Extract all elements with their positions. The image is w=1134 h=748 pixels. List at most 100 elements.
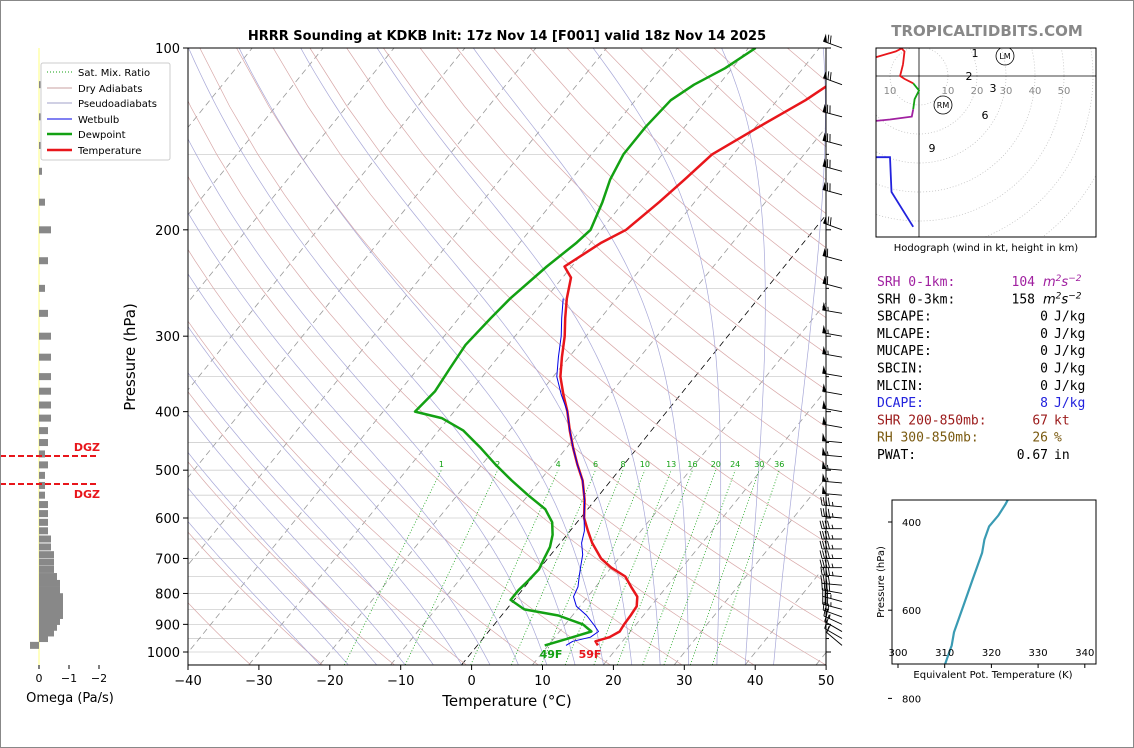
dry-adiabat <box>419 48 826 428</box>
moist-adiabat <box>188 487 349 665</box>
mixing-ratio-line <box>642 470 717 665</box>
wind-barb <box>820 566 843 577</box>
barb-half <box>831 501 834 507</box>
stat-label: MUCAPE: <box>877 344 932 359</box>
omega-bar <box>39 387 51 395</box>
barb-staff <box>823 615 843 625</box>
stat-unit: m2s−2 <box>1043 274 1082 290</box>
wind-barb <box>822 383 843 396</box>
hodo-rm-label: RM <box>937 101 950 110</box>
dry-adiabat <box>188 602 251 665</box>
wind-barb <box>823 33 843 49</box>
y-tick-label: 300 <box>155 330 180 345</box>
omega-bar <box>39 427 48 435</box>
barb-full <box>824 540 828 550</box>
barb-full <box>827 540 830 550</box>
omega-bar <box>39 501 48 509</box>
barb-staff <box>822 504 843 508</box>
hodo-segment <box>912 82 921 110</box>
surface-dewpoint-label: 49F <box>540 648 563 661</box>
hodo-lm-label: LM <box>999 52 1010 61</box>
stat-value: 0.67 <box>1017 448 1048 463</box>
mixing-ratio-line <box>593 470 672 665</box>
dry-adiabat <box>188 248 611 665</box>
barb-half <box>831 513 834 518</box>
wind-barb <box>822 365 843 378</box>
isotherm-line <box>532 301 826 665</box>
omega-tick-label: 0 <box>36 672 43 685</box>
theta-frame <box>891 499 1097 665</box>
stat-label: DCAPE: <box>877 396 924 411</box>
moist-adiabat <box>188 48 576 665</box>
stat-unit: J/kg <box>1054 396 1085 411</box>
barb-flag <box>822 447 827 456</box>
barb-flag <box>822 103 827 113</box>
profile-dewpoint <box>413 48 757 647</box>
barb-flag <box>822 383 827 392</box>
omega-bar <box>39 565 54 573</box>
omega-bar <box>39 491 45 499</box>
dry-adiabat <box>493 48 826 354</box>
barb-full <box>824 530 828 540</box>
omega-bar <box>39 450 45 458</box>
wind-barb <box>820 575 843 586</box>
barb-flag <box>822 275 827 285</box>
wind-barb <box>822 416 843 428</box>
stat-unit: in <box>1054 448 1070 463</box>
wind-barb <box>823 607 843 625</box>
barb-full <box>829 217 832 226</box>
wind-barb <box>822 460 843 471</box>
x-tick-label: −40 <box>174 674 201 689</box>
barb-staff <box>822 589 843 594</box>
omega-bar <box>39 481 45 489</box>
stat-label: SHR 200-850mb: <box>877 413 987 428</box>
theta-x-tick-label: 300 <box>888 648 907 659</box>
barb-half <box>826 477 829 482</box>
stat-label: SBCAPE: <box>877 310 932 325</box>
moist-adiabat <box>721 48 766 665</box>
wind-barb <box>820 496 843 508</box>
wind-barbs <box>819 33 843 646</box>
barb-flag <box>822 460 827 469</box>
isotherm-line <box>188 48 324 216</box>
wind-barb <box>819 540 842 550</box>
stat-unit: J/kg <box>1054 362 1085 377</box>
barb-full <box>822 530 825 540</box>
moist-adiabat <box>188 273 491 665</box>
stat-value: 0 <box>1040 344 1048 359</box>
hodograph: 1 2 3 6 9 LM RM 10 20 30 40 50 10 Hodograph (wind i… <box>875 47 1097 254</box>
y-tick-label: 100 <box>155 42 180 57</box>
barb-staff <box>822 332 843 337</box>
omega-bar <box>39 551 54 559</box>
x-axis-label: Temperature (°C) <box>441 692 571 710</box>
omega-bar <box>39 198 45 206</box>
moist-adiabat <box>376 48 661 665</box>
dry-adiabat <box>309 48 826 543</box>
barb-full <box>824 550 828 559</box>
barb-flag <box>822 365 827 374</box>
barb-half <box>828 614 831 619</box>
dgz-label-bottom: DGZ <box>74 488 100 501</box>
barb-half <box>831 534 834 540</box>
x-tick-label: 0 <box>467 674 475 689</box>
barb-full <box>824 520 828 529</box>
barb-full <box>822 497 826 506</box>
omega-bar <box>39 353 51 361</box>
wind-barb <box>822 181 843 196</box>
barb-flag <box>822 416 827 425</box>
theta-x-tick-label: 340 <box>1075 648 1094 659</box>
y-tick-label: 400 <box>155 406 180 421</box>
isotherm-line <box>0 48 40 665</box>
x-tick-label: −30 <box>245 674 272 689</box>
barb-full <box>824 620 828 629</box>
dry-adiabat <box>188 531 323 665</box>
y-tick-label: 700 <box>155 552 180 567</box>
x-tick-label: −20 <box>316 674 343 689</box>
wind-barb <box>822 247 843 262</box>
omega-bar <box>39 332 51 340</box>
mixing-ratio-label: 24 <box>730 460 740 469</box>
isotherm-line <box>461 214 826 665</box>
barb-flag <box>822 247 827 257</box>
wind-barb <box>826 624 843 646</box>
barb-full <box>827 550 830 559</box>
